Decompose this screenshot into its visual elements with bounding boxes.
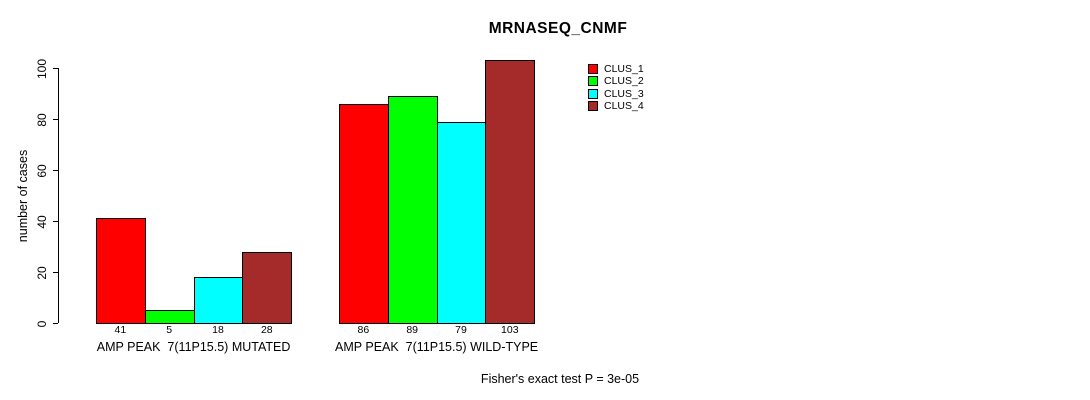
y-tick-mark [53, 119, 58, 120]
bar-value-label: 79 [455, 324, 467, 336]
legend-swatch-icon [588, 76, 598, 87]
legend-swatch-icon [588, 101, 598, 112]
bar-clus_1-group2 [339, 103, 389, 324]
y-tick-label: 20 [35, 265, 49, 280]
y-tick-label: 60 [35, 163, 49, 178]
legend-label: CLUS_2 [604, 75, 644, 88]
bar-value-label: 41 [114, 324, 127, 336]
bar-clus_1-group1 [96, 218, 146, 324]
bar-value-label: 5 [166, 324, 173, 336]
bar-clus_2-group1 [144, 310, 195, 324]
legend-label: CLUS_3 [604, 87, 644, 100]
y-tick-label: 80 [35, 112, 49, 127]
y-tick-mark [53, 170, 58, 171]
bar-clus_4-group1 [242, 251, 293, 324]
legend-swatch-icon [588, 88, 598, 99]
bar-clus_2-group2 [387, 96, 438, 324]
y-tick-label: 100 [35, 58, 49, 79]
bar-value-label: 28 [260, 324, 273, 336]
y-axis-line [58, 68, 59, 323]
bar-clus_3-group2 [436, 121, 487, 324]
bar-value-label: 89 [406, 324, 419, 336]
y-axis-label: number of cases [16, 149, 30, 243]
legend-label: CLUS_1 [604, 63, 644, 75]
bar-clus_3-group1 [193, 277, 244, 324]
legend-swatch-icon [588, 64, 598, 74]
y-tick-mark [53, 68, 58, 69]
category-label: AMP PEAK 7(11P15.5) MUTATED [96, 340, 291, 354]
bar-value-label: 18 [212, 324, 224, 336]
y-tick-mark [53, 221, 58, 222]
y-tick-mark [53, 272, 58, 273]
y-tick-label: 0 [35, 320, 49, 327]
category-label: AMP PEAK 7(11P15.5) WILD-TYPE [335, 340, 539, 354]
bar-clus_4-group2 [485, 60, 536, 324]
y-tick-label: 40 [35, 214, 49, 229]
y-tick-mark [53, 323, 58, 324]
bar-value-label: 86 [357, 324, 370, 336]
chart-title: MRNASEQ_CNMF [488, 20, 628, 37]
annotation-text: Fisher's exact test P = 3e-05 [480, 372, 640, 386]
bar-value-label: 103 [501, 324, 519, 336]
legend-label: CLUS_4 [604, 100, 644, 113]
